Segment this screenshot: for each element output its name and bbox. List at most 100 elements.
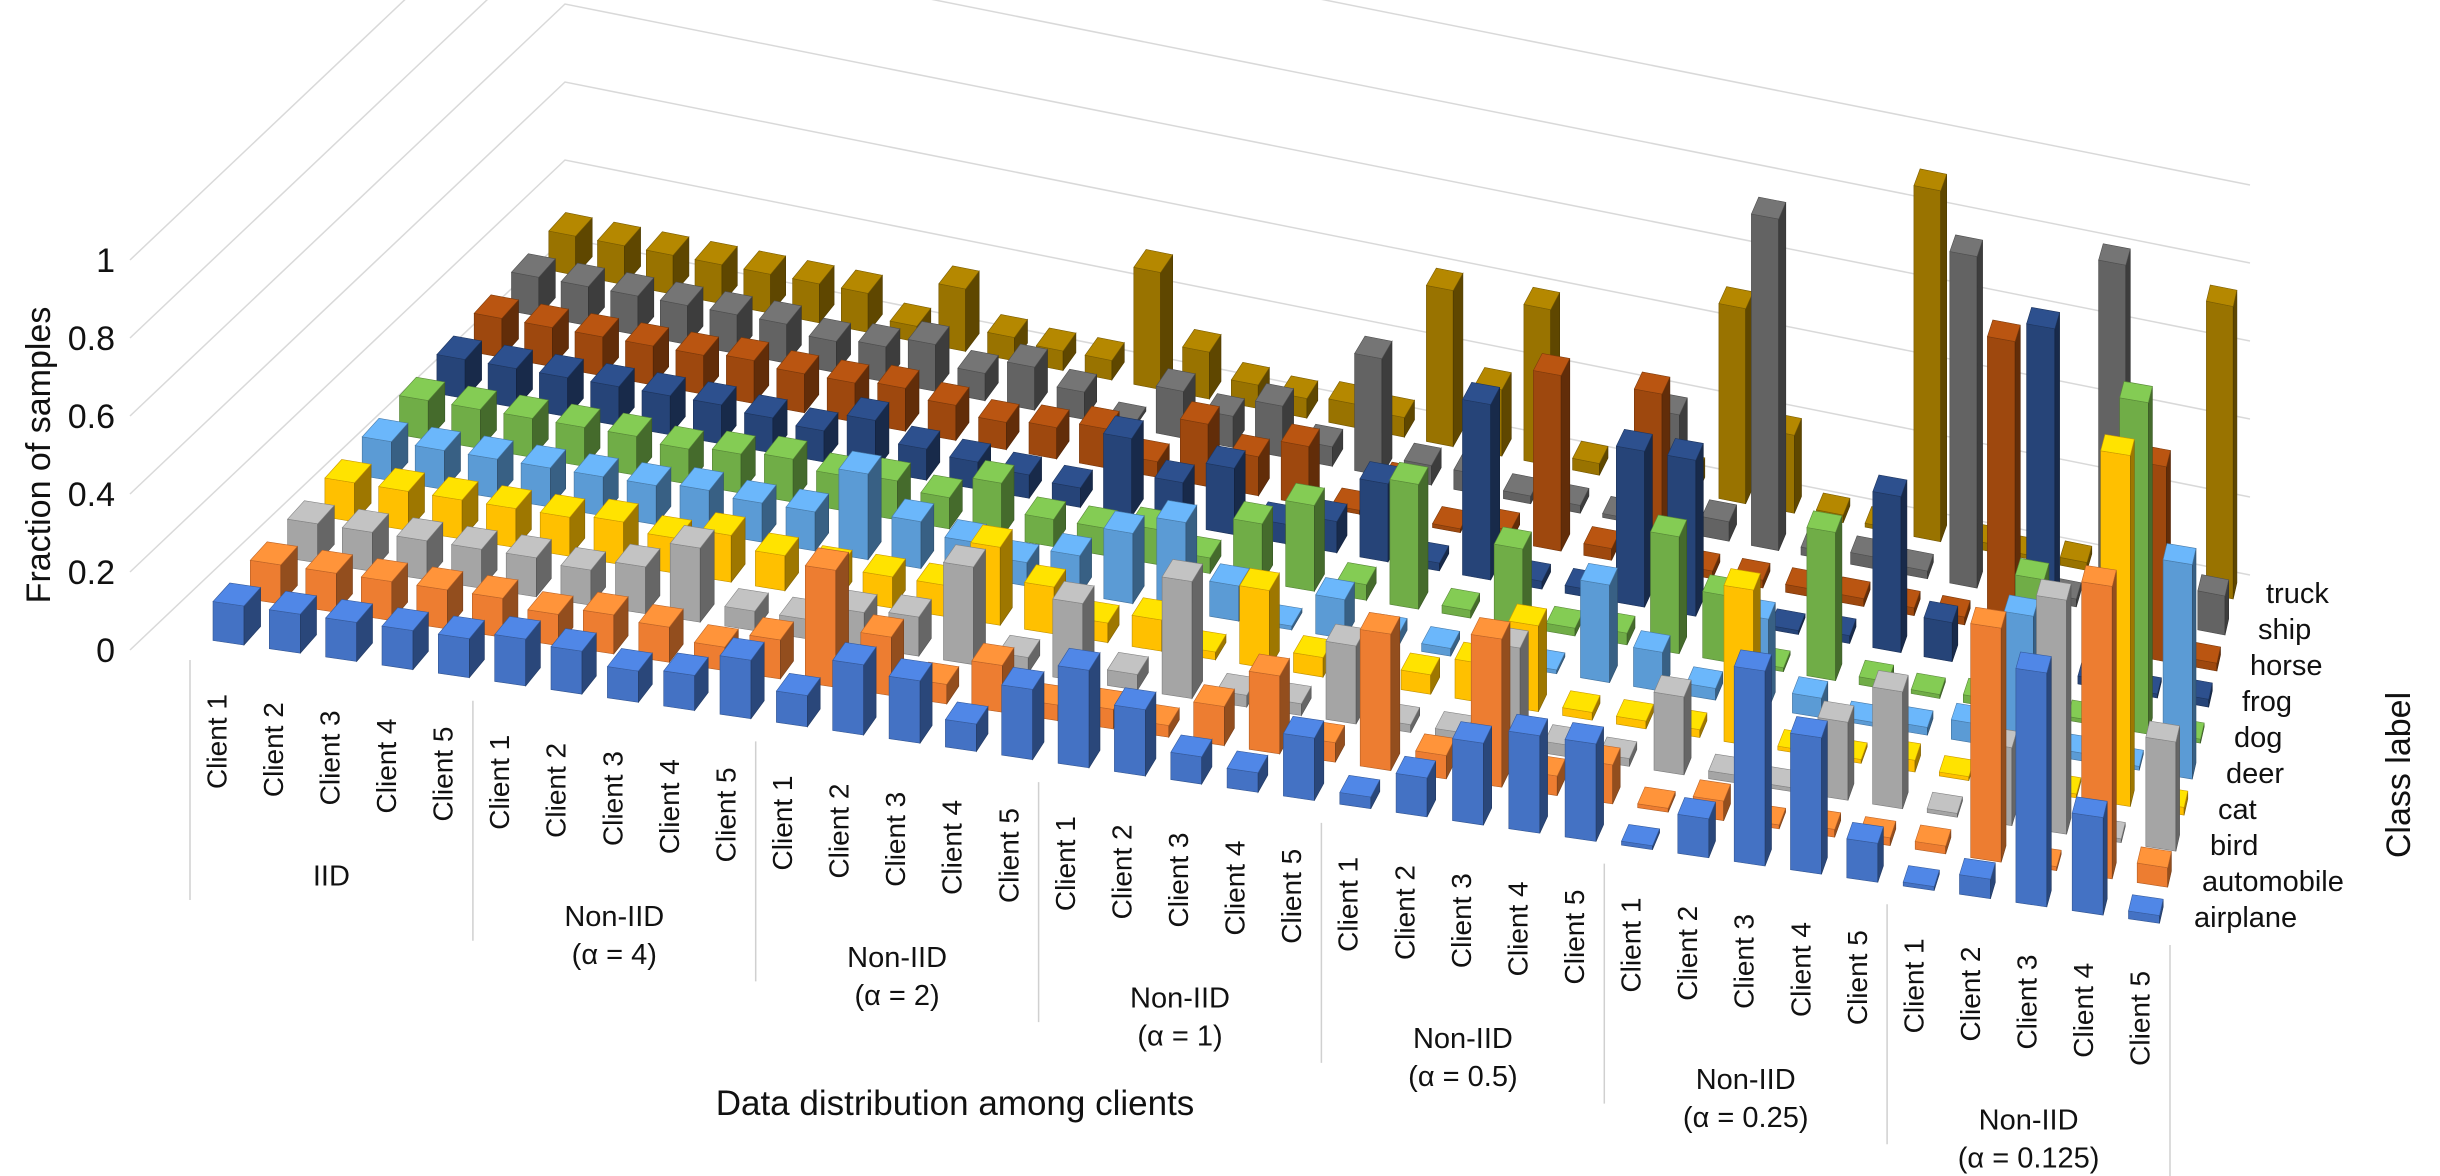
bar bbox=[724, 588, 769, 632]
x-axis: Client 1 Client 2 Client 3 Client 4 Client 5… bbox=[189, 660, 2171, 1176]
bar bbox=[804, 547, 850, 689]
bar bbox=[725, 337, 770, 405]
group-label: (α = 0.25) bbox=[1683, 1102, 1809, 1134]
bar bbox=[437, 615, 485, 679]
group-label: (α = 4) bbox=[572, 939, 657, 971]
client-tick-label: Client 5 bbox=[1842, 930, 1873, 1025]
bar bbox=[2059, 540, 2093, 571]
bar bbox=[1615, 699, 1654, 730]
bar bbox=[758, 300, 802, 365]
client-tick-label: Client 5 bbox=[1559, 890, 1590, 985]
bar bbox=[396, 517, 444, 581]
client-tick-label: Client 3 bbox=[1163, 833, 1194, 928]
bar bbox=[1170, 734, 1213, 786]
bar bbox=[1806, 510, 1843, 681]
client-tick-label: Client 5 bbox=[428, 727, 459, 822]
group-label: IID bbox=[313, 860, 350, 892]
bar bbox=[944, 701, 989, 753]
bar bbox=[626, 462, 672, 526]
bar bbox=[1790, 716, 1828, 875]
bar bbox=[938, 265, 980, 353]
bar bbox=[606, 648, 653, 704]
bar bbox=[1926, 791, 1963, 818]
client-tick-label: Client 4 bbox=[371, 719, 402, 814]
bar bbox=[840, 269, 883, 334]
client-tick-label: Client 5 bbox=[1276, 849, 1307, 944]
bar bbox=[1354, 335, 1393, 477]
bar bbox=[1580, 562, 1618, 683]
gridline bbox=[129, 0, 2251, 261]
bar bbox=[1051, 464, 1094, 509]
bar bbox=[324, 459, 372, 523]
bar bbox=[212, 582, 262, 646]
bar bbox=[287, 500, 335, 564]
y-tick-label: 0.8 bbox=[68, 320, 115, 358]
class-label: dog bbox=[2234, 722, 2282, 754]
bar bbox=[749, 617, 795, 680]
client-tick-label: Client 2 bbox=[541, 743, 572, 838]
bar bbox=[1949, 234, 1983, 589]
bar bbox=[2197, 574, 2230, 636]
client-tick-label: Client 1 bbox=[484, 735, 515, 830]
client-tick-label: Client 4 bbox=[2068, 963, 2099, 1058]
bar bbox=[1133, 249, 1174, 391]
bar bbox=[1910, 672, 1946, 699]
client-tick-label: Client 2 bbox=[1672, 906, 1703, 1001]
bar bbox=[1572, 440, 1609, 476]
client-tick-label: Client 3 bbox=[2012, 955, 2043, 1050]
group-label: Non-IID bbox=[1413, 1023, 1513, 1055]
bar bbox=[1103, 510, 1145, 605]
bar bbox=[2206, 284, 2238, 600]
bar bbox=[1462, 381, 1501, 581]
x-axis-label: Data distribution among clients bbox=[716, 1084, 1195, 1123]
bar bbox=[520, 444, 567, 508]
client-tick-label: Client 2 bbox=[1955, 947, 1986, 1042]
client-tick-label: Client 5 bbox=[2125, 971, 2156, 1066]
bar bbox=[1389, 461, 1429, 610]
bars bbox=[212, 168, 2238, 924]
bar bbox=[1923, 600, 1959, 663]
bar bbox=[1913, 168, 1948, 543]
gridline bbox=[129, 0, 2251, 339]
bar bbox=[1006, 343, 1049, 412]
y-tick-label: 0.2 bbox=[68, 554, 115, 592]
class-label: frog bbox=[2242, 686, 2292, 718]
bar bbox=[249, 541, 298, 605]
class-label: bird bbox=[2210, 830, 2258, 862]
bar bbox=[2136, 846, 2172, 888]
class-label: airplane bbox=[2194, 902, 2297, 934]
bar bbox=[574, 313, 620, 377]
client-tick-label: Client 2 bbox=[258, 702, 289, 797]
bar bbox=[1024, 496, 1067, 548]
group-label: Non-IID bbox=[564, 901, 664, 933]
bar bbox=[1425, 267, 1464, 448]
bar bbox=[268, 590, 318, 654]
bar bbox=[838, 450, 882, 561]
bar bbox=[1750, 196, 1787, 551]
gridline bbox=[129, 3, 2251, 417]
bar bbox=[1653, 674, 1692, 776]
bar bbox=[679, 467, 725, 535]
bar bbox=[1282, 715, 1325, 801]
bar bbox=[1791, 676, 1829, 719]
bar bbox=[763, 435, 808, 503]
client-tick-label: Client 3 bbox=[1729, 914, 1760, 1009]
client-tick-label: Client 4 bbox=[654, 759, 685, 854]
group-label: (α = 0.125) bbox=[1958, 1143, 2100, 1175]
bar bbox=[614, 543, 661, 615]
bar bbox=[1441, 587, 1481, 619]
bar bbox=[1970, 606, 2007, 863]
bar bbox=[1650, 514, 1688, 655]
bar bbox=[1914, 824, 1952, 855]
y-tick-labels: 0 0.2 0.4 0.6 0.8 1 bbox=[68, 242, 115, 670]
bar bbox=[1872, 670, 1909, 810]
gridline bbox=[129, 81, 2251, 495]
bar bbox=[2015, 651, 2052, 908]
group-label: Non-IID bbox=[847, 942, 947, 974]
bar bbox=[832, 642, 877, 736]
y-tick-label: 1 bbox=[96, 242, 115, 280]
bar bbox=[1239, 567, 1280, 670]
group-label: (α = 1) bbox=[1137, 1021, 1222, 1053]
client-tick-label: Client 2 bbox=[1389, 865, 1420, 960]
